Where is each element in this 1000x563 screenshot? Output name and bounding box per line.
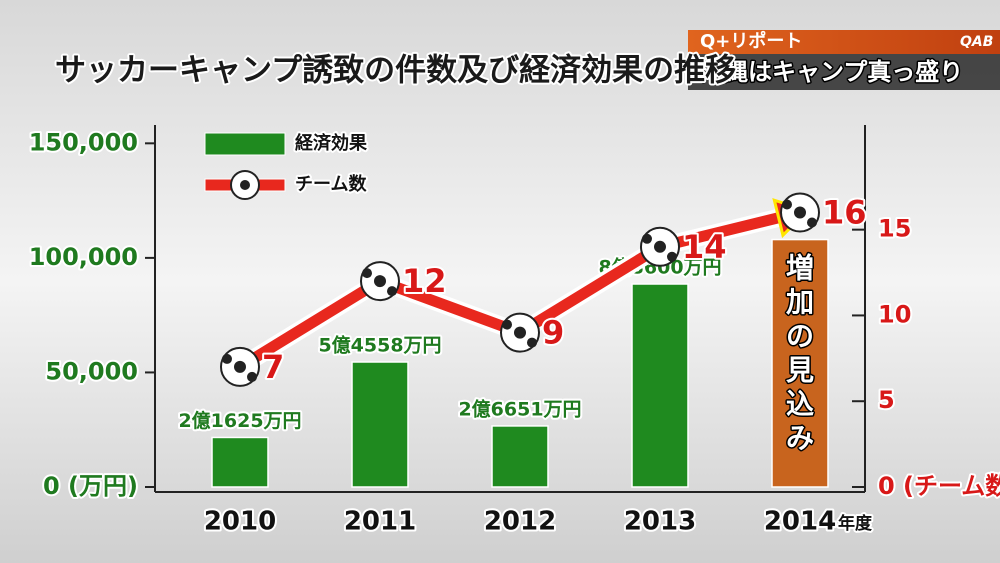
- bar: [491, 425, 549, 488]
- ball-patch: [654, 240, 666, 253]
- tick-label: 10: [878, 300, 911, 328]
- legend-swatch: [204, 132, 286, 156]
- value-label: 9: [542, 314, 564, 352]
- tick-label: 0 (チーム数): [878, 472, 1000, 500]
- ball-patch: [794, 206, 806, 219]
- tick-label: 5: [878, 386, 895, 414]
- ball-patch: [667, 251, 677, 262]
- ball-patch: [642, 233, 652, 244]
- chart-title: サッカーキャンプ誘致の件数及び経済効果の推移: [55, 53, 736, 89]
- tick-label: 50,000: [45, 357, 138, 385]
- value-label: 7: [262, 348, 284, 386]
- annotation-char: 込: [786, 388, 814, 421]
- value-label: 2億1625万円: [178, 409, 301, 432]
- x-tick-label: 2011: [344, 507, 416, 537]
- ball: [360, 261, 400, 302]
- ball-patch: [502, 319, 512, 330]
- ball-patch: [222, 353, 232, 364]
- x-tick-label: 2014: [764, 507, 836, 537]
- bar: [211, 436, 269, 488]
- tick-label: 0 (万円): [43, 472, 138, 500]
- annotation-char: 増: [786, 252, 814, 285]
- ball: [640, 226, 680, 267]
- ball-patch: [362, 268, 372, 279]
- x-tick-label: 2012: [484, 507, 556, 537]
- bar: [351, 361, 409, 488]
- legend-label: 経済効果: [295, 132, 368, 154]
- ball: [780, 192, 820, 233]
- ball-patch: [807, 217, 817, 228]
- ball: [220, 346, 260, 387]
- bar: [631, 283, 689, 488]
- ball-patch: [387, 286, 397, 297]
- program: Q+リポート: [700, 30, 802, 52]
- tick-label: 150,000: [29, 128, 138, 156]
- tick-label: 15: [878, 215, 911, 243]
- ball-patch: [247, 371, 257, 382]
- x-tick-label: 2013: [624, 507, 696, 537]
- ball-patch: [374, 275, 386, 288]
- ball-patch: [514, 326, 526, 339]
- legend-ball-patch: [240, 180, 250, 190]
- annotation-char: 加: [786, 286, 814, 319]
- headline-strip: [688, 54, 1000, 90]
- ball-patch: [527, 337, 537, 348]
- annotation-char: 見: [786, 354, 814, 387]
- annotation-char: み: [786, 422, 814, 455]
- ball-patch: [234, 360, 246, 373]
- value-label: 14: [682, 228, 727, 266]
- program-strip: [688, 30, 1000, 54]
- value-label: 16: [822, 193, 867, 231]
- x-tick-label: 2010: [204, 507, 276, 537]
- headline: 沖縄はキャンプ真っ盛り: [700, 58, 963, 86]
- annotation: 増加の見込み: [786, 252, 814, 455]
- logo: QAB: [960, 34, 993, 50]
- value-label: 12: [402, 262, 447, 300]
- annotation-char: の: [786, 320, 814, 353]
- legend-label: チーム数: [295, 173, 367, 195]
- x-unit: 年度: [838, 513, 873, 534]
- ball-patch: [782, 199, 792, 210]
- ball: [500, 312, 540, 353]
- bar: [771, 238, 829, 488]
- value-label: 5億4558万円: [318, 334, 441, 357]
- tick-label: 100,000: [29, 243, 138, 271]
- value-label: 2億6651万円: [458, 397, 581, 420]
